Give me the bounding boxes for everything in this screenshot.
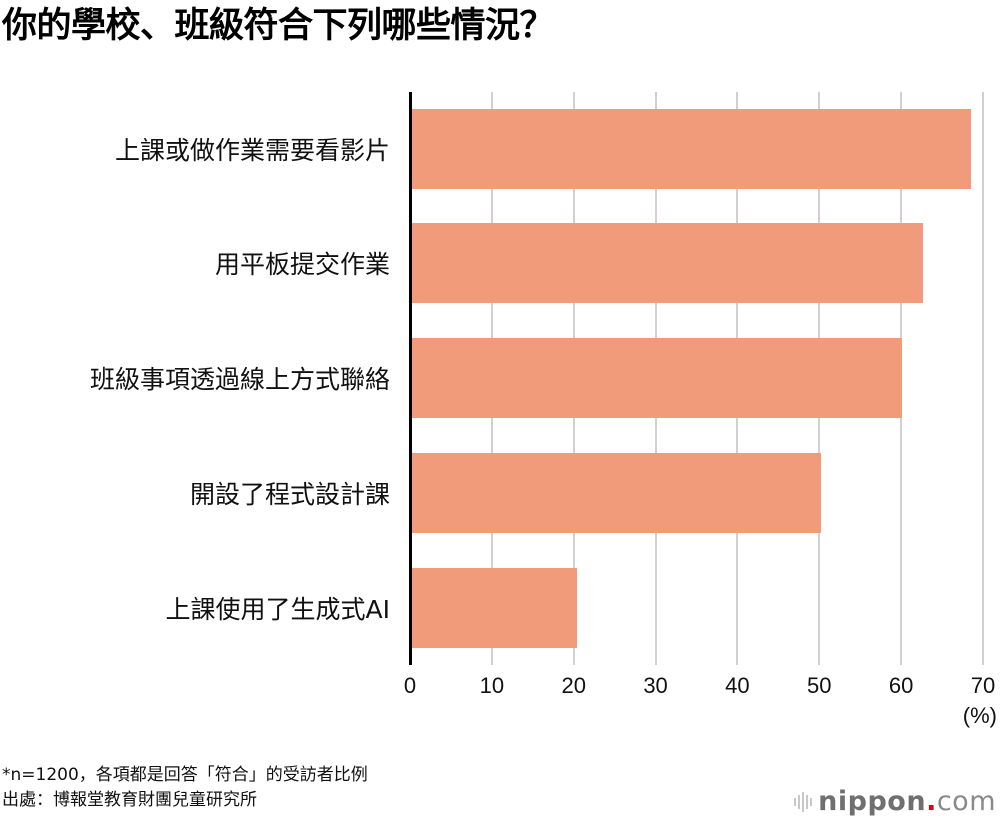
bar [411,109,971,189]
category-label: 班級事項透過線上方式聯絡 [89,365,390,394]
gridline [982,92,984,665]
x-tick-label: 50 [807,673,832,698]
x-tick-label: 60 [888,673,914,698]
logo-text: nippon.com [818,786,996,817]
x-tick-label: 0 [403,673,417,698]
y-axis-line [409,92,412,665]
x-tick-label: 20 [561,673,586,698]
x-tick-label: 10 [479,673,505,698]
sound-wave-icon [794,791,813,812]
sample-note: *n=1200，各項都是回答「符合」的受訪者比例 [2,765,368,785]
category-label: 上課或做作業需要看影片 [114,136,390,165]
bar [411,568,578,648]
category-label: 上課使用了生成式AI [165,595,390,624]
category-label: 用平板提交作業 [214,250,390,279]
source-note: 出處：博報堂教育財團兒童研究所 [2,790,257,810]
chart-title: 你的學校、班級符合下列哪些情況？ [2,6,555,46]
bar [411,338,903,418]
x-tick-label: 40 [725,673,750,698]
nippon-logo: nippon.com [794,786,996,817]
bar [411,453,822,533]
bar [411,223,923,303]
x-tick-label: 30 [643,673,668,698]
x-tick-label: 70 [970,673,996,698]
category-label: 開設了程式設計課 [189,480,390,509]
x-axis-unit-label: (%) [962,703,997,728]
